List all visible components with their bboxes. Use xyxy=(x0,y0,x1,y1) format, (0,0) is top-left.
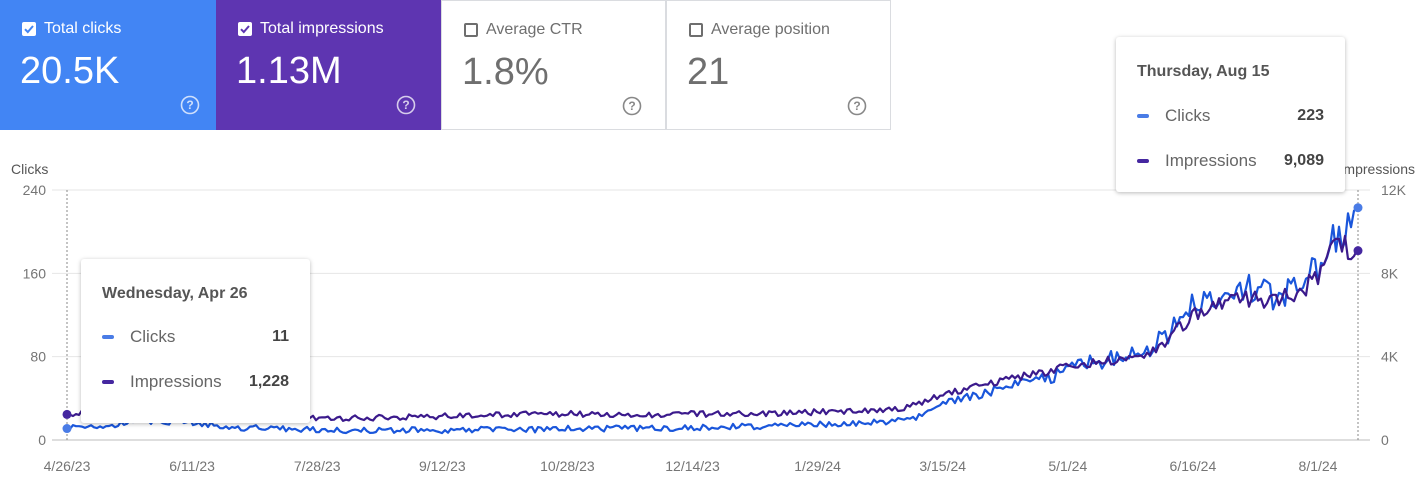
x-tick-label: 3/15/24 xyxy=(919,458,966,474)
tooltip-row-clicks: Clicks 223 xyxy=(1137,105,1324,127)
svg-text:?: ? xyxy=(402,98,409,112)
help-circle-icon[interactable]: ? xyxy=(396,95,416,115)
tooltip-row-label: Clicks xyxy=(130,327,176,346)
tooltip-row-impressions: Impressions 9,089 xyxy=(1137,150,1324,172)
metric-value: 20.5K xyxy=(20,50,120,92)
x-tick-label: 9/12/23 xyxy=(419,458,466,474)
svg-text:?: ? xyxy=(186,98,193,112)
point-marker-impressions xyxy=(62,409,72,419)
y-left-tick-label: 240 xyxy=(23,182,47,198)
x-tick-label: 4/26/23 xyxy=(44,458,91,474)
point-marker-impressions xyxy=(1353,246,1363,256)
help-circle-icon[interactable]: ? xyxy=(180,95,200,115)
metric-card-average-ctr[interactable]: Average CTR 1.8% ? xyxy=(441,0,666,130)
svg-text:?: ? xyxy=(628,99,635,113)
metric-card-total-clicks[interactable]: Total clicks 20.5K ? xyxy=(0,0,225,130)
x-tick-label: 6/16/24 xyxy=(1170,458,1217,474)
x-tick-label: 6/11/23 xyxy=(169,458,215,474)
metric-label: Average CTR xyxy=(486,21,583,38)
x-tick-label: 12/14/23 xyxy=(665,458,720,474)
tooltip-row-value: 223 xyxy=(1297,107,1324,124)
axes: Clicks Impressions 0 80 160 240 0 4K 8K 12K 4/26… xyxy=(11,161,1415,474)
checkbox-checked-icon[interactable] xyxy=(22,22,36,36)
legend-swatch-impressions xyxy=(102,380,114,384)
help-circle-icon[interactable]: ? xyxy=(847,96,867,116)
metric-card-total-impressions[interactable]: Total impressions 1.13M ? xyxy=(216,0,441,130)
tooltip-start-date: Wednesday, Apr 26 Clicks 11 Impressions … xyxy=(81,259,310,423)
tooltip-date: Thursday, Aug 15 xyxy=(1137,63,1270,80)
tooltip-row-label: Clicks xyxy=(1165,106,1211,125)
y-left-tick-label: 0 xyxy=(38,432,46,448)
metric-label: Total clicks xyxy=(44,20,122,37)
svg-text:?: ? xyxy=(853,99,860,113)
y-right-tick-label: 4K xyxy=(1381,349,1399,365)
hover-markers xyxy=(62,203,1363,434)
checkbox-checked-icon[interactable] xyxy=(238,22,252,36)
tooltip-end-date: Thursday, Aug 15 Clicks 223 Impressions … xyxy=(1116,37,1345,192)
legend-swatch-clicks xyxy=(102,335,114,339)
checkbox-unchecked-icon[interactable] xyxy=(689,23,703,37)
tooltip-row-value: 1,228 xyxy=(248,373,289,390)
point-marker-clicks xyxy=(1353,203,1363,213)
metric-value: 1.8% xyxy=(462,51,549,93)
metric-label: Average position xyxy=(711,21,830,38)
point-marker-clicks xyxy=(62,424,72,434)
metric-value: 21 xyxy=(687,51,730,93)
y-right-tick-label: 8K xyxy=(1381,265,1399,281)
checkbox-unchecked-icon[interactable] xyxy=(464,23,478,37)
metric-label: Total impressions xyxy=(260,20,384,37)
help-circle-icon[interactable]: ? xyxy=(622,96,642,116)
tooltip-row-label: Impressions xyxy=(130,372,222,391)
y-right-tick-label: 0 xyxy=(1381,432,1389,448)
metric-value: 1.13M xyxy=(236,50,342,92)
y-axis-label-left: Clicks xyxy=(11,161,48,177)
y-left-tick-label: 160 xyxy=(23,265,47,281)
tooltip-row-clicks: Clicks 11 xyxy=(102,326,289,348)
x-tick-label: 10/28/23 xyxy=(540,458,595,474)
tooltip-row-impressions: Impressions 1,228 xyxy=(102,371,289,393)
legend-swatch-clicks xyxy=(1137,114,1149,118)
x-tick-label: 1/29/24 xyxy=(794,458,841,474)
x-tick-label: 7/28/23 xyxy=(294,458,341,474)
y-right-tick-label: 12K xyxy=(1381,182,1407,198)
tooltip-row-value: 11 xyxy=(272,328,289,345)
series-line-clicks xyxy=(66,207,1359,435)
legend-swatch-impressions xyxy=(1137,159,1149,163)
x-tick-label: 8/1/24 xyxy=(1299,458,1338,474)
tooltip-row-label: Impressions xyxy=(1165,151,1257,170)
y-left-tick-label: 80 xyxy=(30,349,46,365)
metric-card-average-position[interactable]: Average position 21 ? xyxy=(666,0,891,130)
tooltip-row-value: 9,089 xyxy=(1283,152,1324,169)
x-tick-label: 5/1/24 xyxy=(1048,458,1087,474)
tooltip-date: Wednesday, Apr 26 xyxy=(102,285,248,302)
y-axis-label-right: Impressions xyxy=(1340,161,1415,177)
